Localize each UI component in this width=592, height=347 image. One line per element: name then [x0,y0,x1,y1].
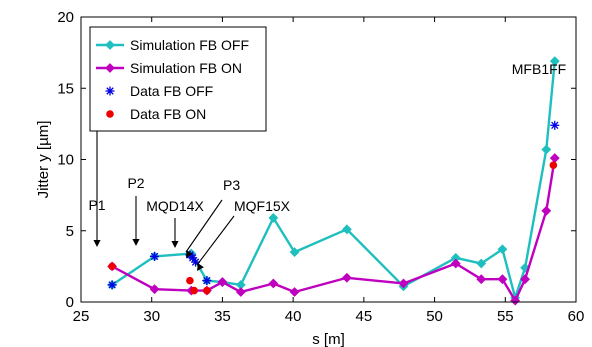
data-point [107,280,117,290]
data-point [550,120,560,130]
data-point [108,262,116,271]
annotation-mqf15x: MQF15X [196,198,291,271]
legend-marker [105,40,115,50]
y-tick-label: 10 [57,152,74,169]
data-point [497,274,508,285]
annotation-label: MFB1FF [512,61,566,77]
legend-entry: Simulation FB OFF [96,37,249,53]
legend-marker [105,86,115,96]
data-point [476,274,487,285]
x-tick-label: 45 [356,308,373,325]
data-point [202,276,212,286]
data-point [149,284,160,295]
data-point [289,247,300,258]
data-point [520,274,530,285]
legend-entry: Data FB OFF [105,83,213,99]
annotation-mfb1ff: MFB1FF [512,61,566,77]
y-tick-label: 5 [66,223,74,240]
x-tick-label: 40 [285,308,302,325]
x-tick-label: 35 [214,308,231,325]
data-point [235,287,246,297]
y-tick-label: 20 [57,9,74,26]
x-tick-label: 50 [426,308,443,325]
arrowhead [197,263,204,271]
legend-marker [106,110,114,118]
arrowhead [93,240,101,247]
annotation-mqd14x: MQD14X [146,198,204,248]
legend-entry: Data FB ON [106,106,206,122]
legend-label: Data FB OFF [130,83,213,99]
data-point [150,251,160,261]
data-point [268,213,279,223]
data-point [510,295,521,306]
data-point [268,278,279,289]
data-point [450,258,461,269]
legend: Simulation FB OFF Simulation FB ON Data FB… [89,26,267,132]
data-point [549,161,558,169]
annotation-p3: P3 [185,177,240,258]
legend-entry: Simulation FB ON [96,60,242,76]
data-point [398,278,409,289]
x-tick-label: 55 [497,308,514,325]
legend-label: Data FB ON [130,106,206,122]
y-axis-label: Jitter y [µm] [35,121,52,199]
arrowhead [171,241,179,248]
x-axis-label: s [m] [312,331,345,347]
data-point [476,258,487,269]
legend-label: Simulation FB ON [130,60,242,76]
arrowhead [132,239,140,246]
x-tick-label: 30 [143,308,160,325]
data-point [190,286,198,295]
annotation-label: MQF15X [234,198,291,214]
legend-label: Simulation FB OFF [130,37,249,53]
y-tick-label: 15 [57,80,74,97]
data-point [203,286,211,295]
annotation-p2: P2 [127,175,145,246]
annotation-label: P2 [127,175,144,191]
data-point [289,287,300,297]
x-tick-label: 60 [568,308,585,325]
annotation-arrow [196,215,235,266]
y-tick-label: 0 [66,294,74,311]
annotation-arrow [185,199,223,253]
data-point [497,244,508,255]
data-point [541,144,552,155]
annotation-label: P3 [223,177,240,193]
data-point [217,277,228,287]
series-4 [108,161,558,295]
annotation-label: MQD14X [146,198,204,214]
axes: 25 30 35 40 45 50 55 60 0 5 10 15 20 [57,9,584,325]
data-point [341,272,352,283]
data-point [541,205,552,216]
data-point [549,56,560,67]
legend-marker [105,63,115,73]
data-point [341,224,352,235]
data-point [186,276,194,285]
arrowhead [186,250,193,258]
series-layer [107,56,560,306]
x-tick-label: 25 [73,308,90,325]
